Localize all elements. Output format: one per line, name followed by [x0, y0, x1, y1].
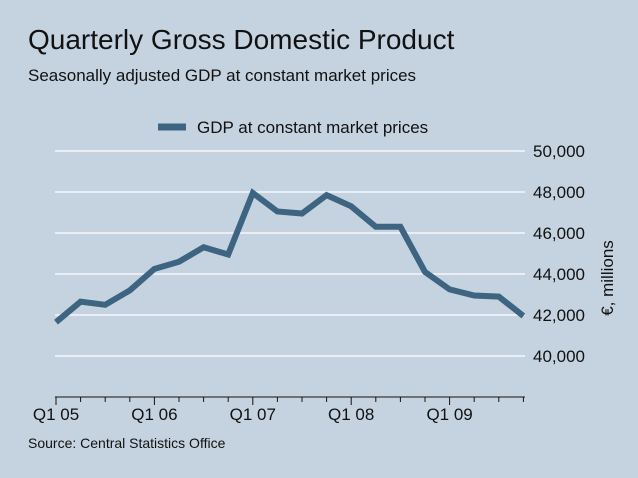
x-tick-label: Q1 06: [131, 405, 177, 424]
y-tick-label: 50,000: [533, 142, 585, 161]
legend-label: GDP at constant market prices: [197, 118, 428, 137]
series-group: [54, 188, 526, 325]
y-tick-label: 44,000: [533, 265, 585, 284]
y-tick-label: 40,000: [533, 347, 585, 366]
y-tick-label: 48,000: [533, 183, 585, 202]
source-note: Source: Central Statistics Office: [28, 435, 226, 451]
x-axis: Q1 05 Q1 06 Q1 07 Q1 08 Q1 09: [33, 396, 525, 424]
y-tick-label: 46,000: [533, 224, 585, 243]
gridlines: [55, 150, 525, 357]
chart-title: Quarterly Gross Domestic Product: [28, 24, 455, 55]
legend: GDP at constant market prices: [158, 118, 428, 137]
y-tick-label: 42,000: [533, 306, 585, 325]
x-tick-label: Q1 07: [230, 405, 276, 424]
x-tick-label: Q1 09: [426, 405, 472, 424]
series-line-gdp: [54, 188, 526, 325]
x-tick-label: Q1 08: [328, 405, 374, 424]
y-axis-title: €, millions: [598, 240, 617, 316]
chart-subtitle: Seasonally adjusted GDP at constant mark…: [28, 66, 417, 85]
y-axis: 40,000 42,000 44,000 46,000 48,000 50,000: [533, 142, 585, 366]
x-tick-label: Q1 05: [33, 405, 79, 424]
